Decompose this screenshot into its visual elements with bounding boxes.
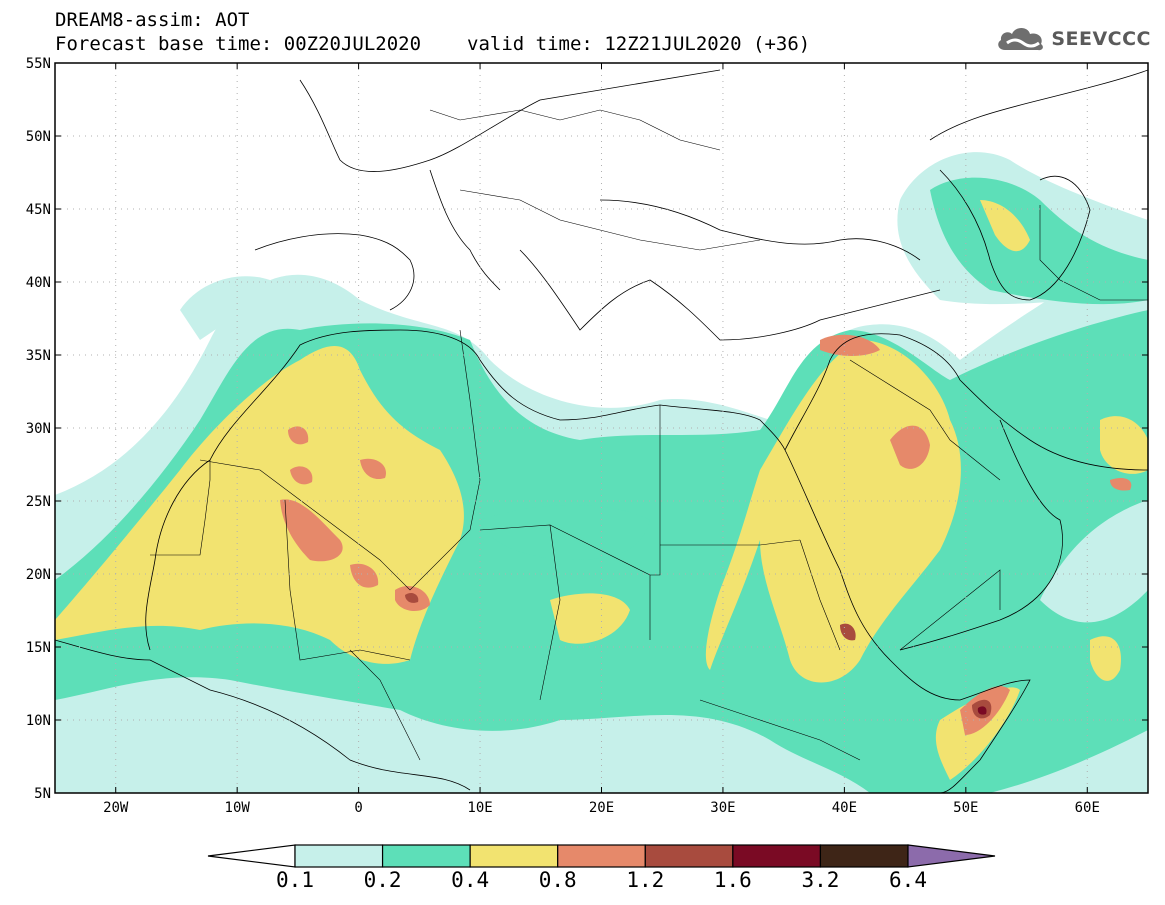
forecast-base-time: Forecast base time: 00Z20JUL2020 [55, 33, 422, 55]
time-info: Forecast base time: 00Z20JUL2020 valid ti… [55, 34, 810, 55]
lat-label: 5N [34, 786, 51, 802]
aot-band-1-6 [977, 706, 987, 715]
lon-label: 40E [832, 800, 857, 816]
map-grid [55, 63, 1148, 793]
colorbar-label: 0.8 [538, 868, 577, 892]
lat-label: 35N [26, 348, 51, 364]
coastlines [55, 69, 1148, 793]
lat-label: 55N [26, 56, 51, 72]
seevccc-logo: SEEVCCC [995, 24, 1151, 54]
lon-label: 10W [225, 800, 251, 816]
cloud-icon [998, 28, 1044, 51]
longitude-labels: 20W 10W 0 10E 20E 30E 40E 50E 60E [103, 800, 1100, 816]
colorbar-label: 1.2 [626, 868, 665, 892]
lat-label: 10N [26, 713, 51, 729]
lat-label: 15N [26, 640, 51, 656]
colorbar-swatch [732, 844, 822, 868]
colorbar-low-arrow [207, 844, 296, 868]
colorbar-label: 0.1 [276, 868, 314, 892]
colorbar-label: 3.2 [801, 868, 840, 892]
aot-band-1-2 [405, 592, 992, 719]
colorbar-label: 1.6 [713, 868, 752, 892]
colorbar-swatch [644, 844, 734, 868]
lon-label: 0 [354, 800, 362, 816]
lat-label: 30N [26, 421, 51, 437]
lat-label: 50N [26, 129, 51, 145]
country-borders [150, 109, 1148, 761]
colorbar-label: 0.4 [451, 868, 490, 892]
lon-label: 20W [103, 800, 129, 816]
lon-label: 10E [467, 800, 492, 816]
lon-label: 20E [589, 800, 614, 816]
latitude-labels: 55N 50N 45N 40N 35N 30N 25N 20N 15N 10N 5N [26, 56, 51, 802]
lat-label: 20N [26, 567, 51, 583]
colorbar-swatch [381, 844, 471, 868]
lat-label: 40N [26, 275, 51, 291]
colorbar [207, 844, 996, 868]
colorbar-swatch [819, 844, 909, 868]
colorbar-swatch [469, 844, 559, 868]
colorbar-swatch [557, 844, 646, 868]
colorbar-label: 0.2 [363, 868, 402, 892]
map-title: DREAM8-assim: AOT [55, 9, 250, 31]
valid-time: valid time: 12Z21JUL2020 (+36) [467, 33, 811, 55]
lon-label: 30E [710, 800, 735, 816]
lon-label: 50E [953, 800, 978, 816]
logo-text: SEEVCCC [1051, 28, 1151, 50]
colorbar-swatch [294, 844, 384, 868]
lat-label: 45N [26, 202, 51, 218]
lat-label: 25N [26, 494, 51, 510]
colorbar-label: 6.4 [889, 868, 927, 892]
colorbar-high-arrow [907, 844, 996, 868]
lon-label: 60E [1075, 800, 1100, 816]
colorbar-labels: 0.1 0.2 0.4 0.8 1.2 1.6 3.2 6.4 [0, 868, 1165, 898]
aot-fields [55, 152, 1148, 793]
